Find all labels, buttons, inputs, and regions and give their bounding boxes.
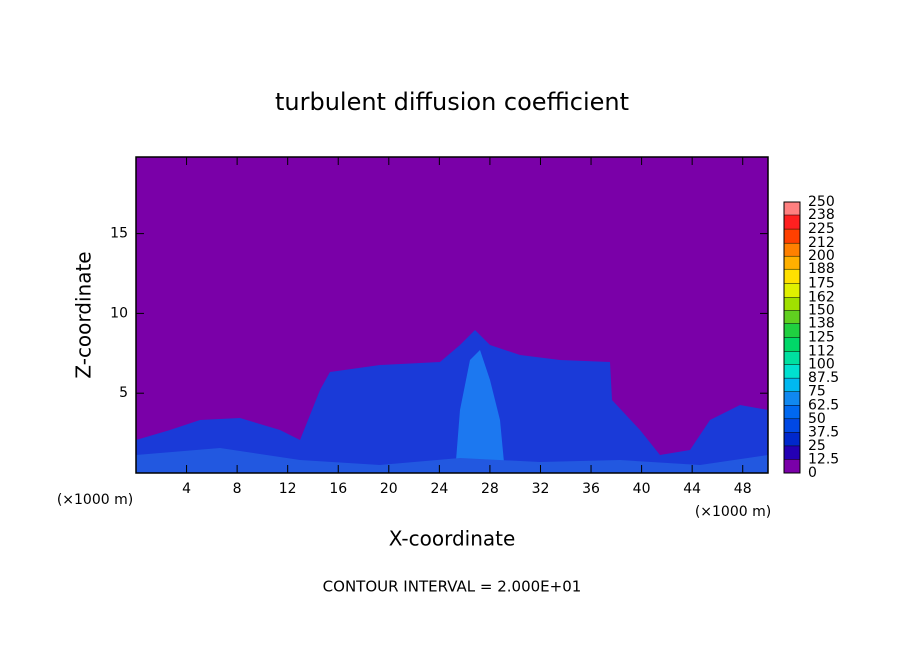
colorbar-label: 100 — [808, 357, 835, 373]
colorbar-label: 0 — [808, 465, 817, 481]
colorbar-band — [784, 364, 800, 379]
colorbar-band — [784, 445, 800, 460]
colorbar-label: 162 — [808, 289, 835, 305]
colorbar-label: 87.5 — [808, 370, 839, 386]
colorbar-label: 112 — [808, 344, 835, 360]
colorbar-band — [784, 418, 800, 433]
colorbar-label: 138 — [808, 315, 835, 331]
x-tick-label: 48 — [734, 481, 752, 497]
colorbar-label: 125 — [808, 330, 835, 346]
colorbar-band — [784, 229, 800, 244]
colorbar-label: 150 — [808, 302, 835, 318]
colorbar-label: 50 — [808, 411, 826, 427]
x-tick-label: 16 — [329, 481, 347, 497]
colorbar-band — [784, 256, 800, 270]
colorbar-label: 212 — [808, 235, 835, 251]
colorbar-band — [784, 405, 800, 419]
colorbar-label: 188 — [808, 261, 835, 277]
colorbar-band — [784, 432, 800, 446]
x-tick-label: 28 — [481, 481, 499, 497]
y-tick-label: 15 — [110, 226, 128, 242]
colorbar-band — [784, 378, 800, 392]
chart-title: turbulent diffusion coefficient — [275, 88, 629, 116]
colorbar-label: 12.5 — [808, 451, 839, 467]
colorbar-label: 62.5 — [808, 397, 839, 413]
plot-frame — [135, 156, 769, 474]
field-turbulent-region — [136, 330, 768, 473]
x-tick-label: 36 — [582, 481, 600, 497]
colorbar-label: 200 — [808, 248, 835, 264]
colorbar-label: 250 — [808, 194, 835, 210]
annotation: CONTOUR INTERVAL = 2.000E+01 — [323, 578, 582, 596]
x-tick-label: 4 — [182, 481, 191, 497]
x-tick-label: 32 — [532, 481, 550, 497]
colorbar-label: 25 — [808, 438, 826, 454]
x-tick-label: 20 — [380, 481, 398, 497]
y-tick-label: 5 — [119, 385, 128, 401]
colorbar-band — [784, 297, 800, 311]
x-unit-label: (×1000 m) — [57, 492, 133, 508]
x-unit-label: (×1000 m) — [695, 504, 771, 520]
field-surface — [136, 448, 768, 473]
colorbar-band — [784, 215, 800, 230]
x-tick-label: 8 — [233, 481, 242, 497]
x-tick-label: 12 — [279, 481, 297, 497]
x-axis-label: X-coordinate — [389, 527, 516, 551]
colorbar-band — [784, 459, 800, 473]
y-tick-label: 10 — [110, 305, 128, 321]
colorbar-label: 37.5 — [808, 424, 839, 440]
colorbar-band — [784, 243, 800, 257]
colorbar-band — [784, 337, 800, 352]
x-tick-label: 24 — [430, 481, 448, 497]
colorbar-band — [784, 351, 800, 365]
colorbar-band — [784, 202, 800, 216]
y-axis-label: Z-coordinate — [72, 251, 96, 378]
colorbar-band — [784, 391, 800, 406]
x-tick-label: 40 — [633, 481, 651, 497]
colorbar-label: 75 — [808, 384, 826, 400]
colorbar-band — [784, 269, 800, 284]
field — [136, 157, 768, 473]
colorbar-label: 238 — [808, 207, 835, 223]
colorbar-label: 225 — [808, 221, 835, 237]
colorbar-band — [784, 310, 800, 324]
colorbar-band — [784, 323, 800, 338]
x-tick-label: 44 — [683, 481, 701, 497]
field-plume — [455, 350, 505, 473]
colorbar-band — [784, 283, 800, 298]
colorbar-label: 175 — [808, 275, 835, 291]
